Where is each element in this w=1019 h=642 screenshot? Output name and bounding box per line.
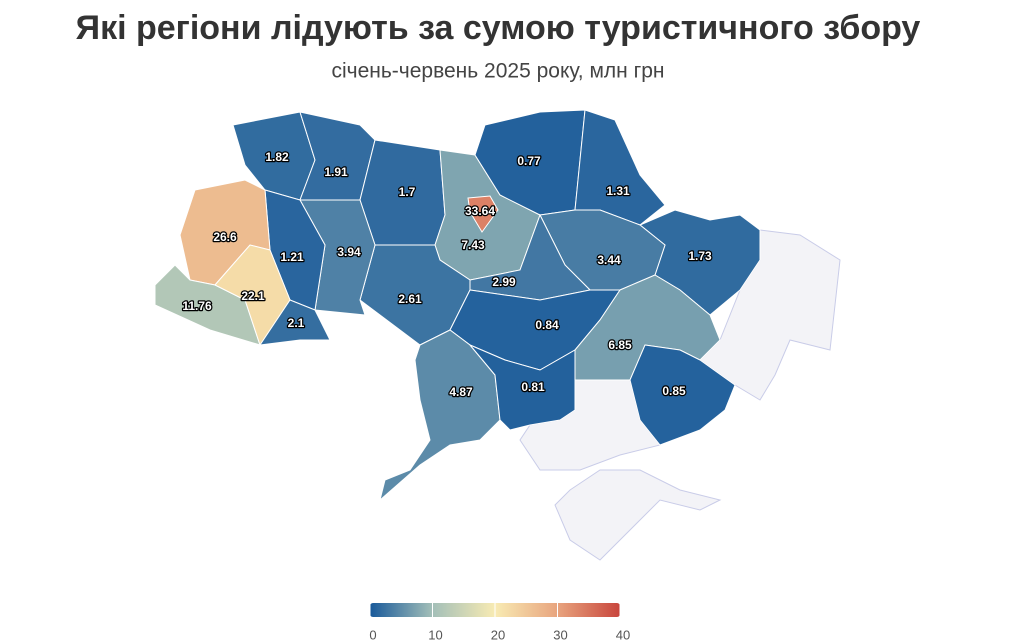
color-tick-label: 40 [616,627,630,642]
color-tick-label: 0 [369,627,376,642]
value-label: 1.82 [265,150,289,164]
value-label: 2.99 [492,275,516,289]
value-label: 33.64 [465,204,495,218]
value-label: 26.6 [213,230,237,244]
region [629,344,736,446]
region [258,299,331,346]
value-label: 4.87 [449,385,473,399]
value-label: 0.84 [535,318,559,332]
value-label: 3.94 [337,245,361,259]
color-tick-label: 30 [553,627,567,642]
region [467,195,499,233]
region [574,109,666,226]
region [469,344,576,431]
value-label: 0.85 [662,384,686,398]
value-label: 0.81 [521,380,545,394]
value-label: 1.7 [399,185,416,199]
color-tick-label: 10 [428,627,442,642]
region-labels: 1.82 1.91 1.7 7.43 33.64 0.77 1.31 1.73 3.44 2.99… [181,149,713,401]
value-label: 6.85 [608,338,632,352]
value-label: 3.44 [597,253,621,267]
regions [154,109,761,502]
value-label: 11.76 [182,299,212,313]
no-data-region [554,469,722,561]
chart-title: Які регіони лідують за сумою туристичног… [76,9,921,47]
value-label: 2.61 [398,292,422,306]
color-tick-label: 20 [491,627,505,642]
value-label: 1.31 [606,184,630,198]
value-label: 1.73 [688,249,712,263]
value-label: 7.43 [461,238,485,252]
value-label: 1.21 [280,250,304,264]
value-label: 2.1 [288,316,305,330]
chart-subtitle: січень-червень 2025 року, млн грн [331,60,664,83]
value-label: 0.77 [517,154,541,168]
occupied-areas [519,229,841,561]
value-label: 22.1 [241,289,265,303]
value-label: 1.91 [324,165,348,179]
